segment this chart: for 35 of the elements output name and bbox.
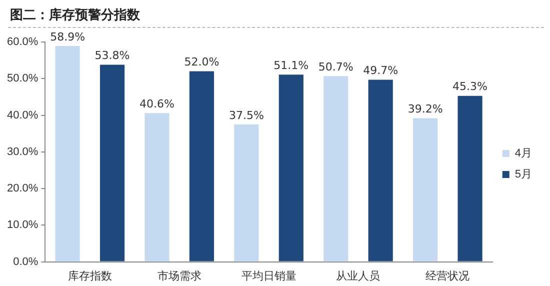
data-label: 40.6%: [140, 97, 174, 110]
bar: [55, 46, 80, 262]
bar: [368, 80, 393, 262]
data-label: 51.1%: [274, 58, 309, 72]
legend-label: 4月: [514, 148, 532, 160]
bar: [100, 64, 125, 262]
bar: [413, 118, 438, 262]
data-label: 37.5%: [228, 108, 264, 122]
y-tick-label: 60.0%: [6, 36, 38, 48]
x-tick-label: 库存指数: [68, 269, 112, 282]
y-tick-label: 30.0%: [6, 146, 38, 158]
y-tick-label: 50.0%: [6, 72, 38, 85]
data-label: 49.7%: [363, 64, 398, 78]
y-tick-label: 20.0%: [6, 182, 38, 195]
bar: [234, 124, 259, 262]
y-tick-label: 40.0%: [6, 109, 38, 122]
bar: [324, 76, 348, 262]
x-tick-label: 平均日销量: [241, 270, 296, 282]
data-label: 53.8%: [94, 49, 130, 62]
bar: [278, 74, 304, 262]
y-tick-label: 0.0%: [13, 256, 38, 268]
bar: [189, 71, 214, 262]
data-label: 50.7%: [318, 60, 354, 74]
data-label: 52.0%: [184, 56, 220, 69]
y-tick-label: 10.0%: [6, 219, 38, 232]
chart-title: 图二：库存预警分指数: [10, 6, 140, 24]
legend-label: 5月: [514, 168, 532, 181]
data-label: 45.3%: [452, 80, 488, 94]
x-tick-label: 从业人员: [336, 269, 380, 282]
x-tick-label: 经营状况: [426, 269, 470, 282]
bar: [144, 113, 170, 262]
x-tick-label: 市场需求: [157, 269, 202, 282]
data-label: 39.2%: [408, 102, 443, 116]
bar: [458, 96, 482, 262]
data-label: 58.9%: [50, 30, 86, 44]
